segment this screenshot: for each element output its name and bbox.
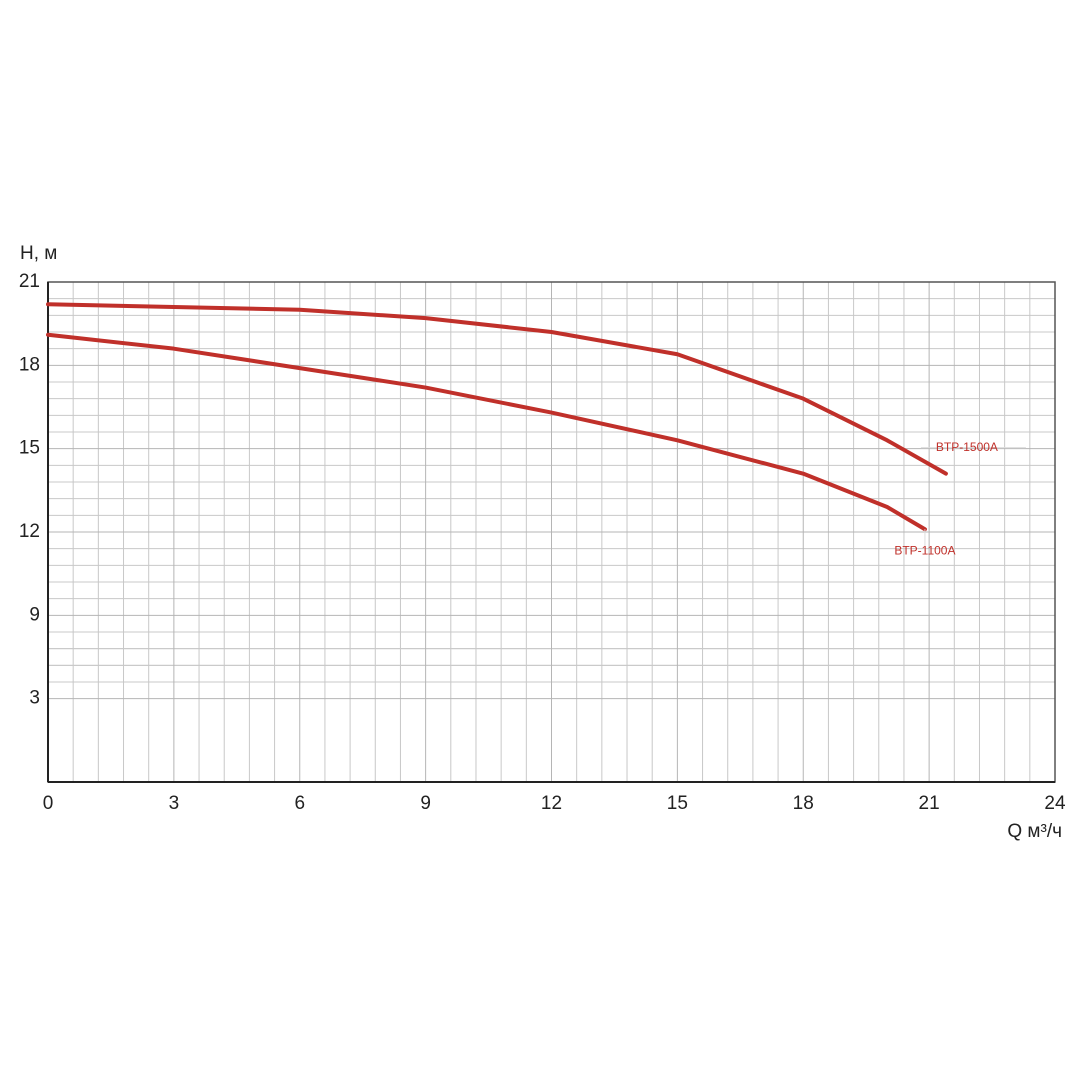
- x-axis-title: Q м³/ч: [1007, 821, 1062, 842]
- x-tick-label: 6: [294, 793, 305, 814]
- y-tick-label: 21: [19, 271, 40, 292]
- x-tick-label: 24: [1044, 793, 1066, 814]
- series-label: BTP-1500A: [936, 440, 998, 454]
- y-tick-label: 15: [19, 438, 40, 459]
- y-axis-title: H, м: [20, 243, 57, 264]
- x-tick-label: 0: [43, 793, 54, 814]
- x-tick-label: 9: [420, 793, 431, 814]
- series-line: [46, 332, 927, 532]
- y-tick-label: 3: [29, 688, 40, 709]
- series-line: [46, 302, 948, 476]
- x-tick-label: 12: [541, 793, 562, 814]
- x-tick-label: 3: [169, 793, 180, 814]
- y-tick-label: 12: [19, 521, 40, 542]
- x-tick-label: 21: [919, 793, 940, 814]
- x-tick-label: 15: [667, 793, 688, 814]
- y-tick-label: 18: [19, 354, 40, 375]
- y-tick-label: 9: [29, 604, 40, 625]
- series-label: BTP-1100A: [894, 543, 955, 557]
- x-tick-label: 18: [793, 793, 814, 814]
